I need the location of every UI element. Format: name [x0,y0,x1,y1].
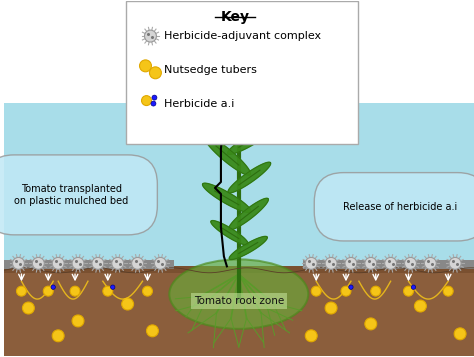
Circle shape [142,96,152,106]
Circle shape [404,257,417,269]
Circle shape [22,302,34,314]
Circle shape [385,257,397,269]
Text: Release of herbicide a.i: Release of herbicide a.i [344,202,458,212]
Circle shape [365,318,377,330]
Circle shape [112,257,124,269]
Circle shape [72,315,84,327]
Bar [4,266,474,356]
Ellipse shape [169,260,308,329]
Circle shape [145,30,156,42]
Circle shape [52,257,64,269]
Circle shape [52,330,64,342]
Circle shape [365,257,377,269]
Circle shape [110,285,115,290]
Bar [4,102,474,271]
Circle shape [341,286,351,296]
Text: Herbicide a.i: Herbicide a.i [164,99,235,109]
Bar [4,266,474,273]
Circle shape [325,257,337,269]
Circle shape [43,286,53,296]
Circle shape [305,330,317,342]
Circle shape [146,325,158,337]
Circle shape [152,95,157,100]
Polygon shape [202,183,251,212]
Polygon shape [204,105,250,138]
Circle shape [132,257,144,269]
Circle shape [103,286,113,296]
Text: Key: Key [220,10,249,24]
Circle shape [371,286,381,296]
Circle shape [155,257,166,269]
Circle shape [403,286,413,296]
Text: Tomato root zone: Tomato root zone [194,296,284,306]
Circle shape [149,67,161,79]
Circle shape [32,257,44,269]
Circle shape [325,302,337,314]
Circle shape [443,286,453,296]
Circle shape [70,286,80,296]
Text: Tomato transplanted
on plastic mulched bed: Tomato transplanted on plastic mulched b… [14,184,128,206]
Circle shape [17,286,27,296]
Circle shape [143,286,153,296]
Circle shape [414,300,426,312]
Polygon shape [211,221,248,245]
Bar [4,260,174,269]
Circle shape [449,257,461,269]
Circle shape [424,257,436,269]
Circle shape [51,285,55,290]
Text: Nutsedge tubers: Nutsedge tubers [164,65,257,75]
Polygon shape [229,198,268,230]
Circle shape [411,285,416,290]
Polygon shape [229,236,267,260]
Circle shape [92,257,104,269]
FancyBboxPatch shape [126,1,358,144]
Circle shape [349,285,353,290]
Bar [303,260,474,269]
Circle shape [345,257,357,269]
Circle shape [305,257,317,269]
Circle shape [454,328,466,340]
Circle shape [72,257,84,269]
Text: Herbicide-adjuvant complex: Herbicide-adjuvant complex [164,31,321,41]
Polygon shape [228,127,273,154]
Circle shape [311,286,321,296]
Circle shape [12,257,25,269]
Circle shape [139,60,152,72]
Circle shape [122,298,134,310]
Circle shape [151,101,156,106]
Polygon shape [228,162,271,193]
Polygon shape [204,136,251,175]
